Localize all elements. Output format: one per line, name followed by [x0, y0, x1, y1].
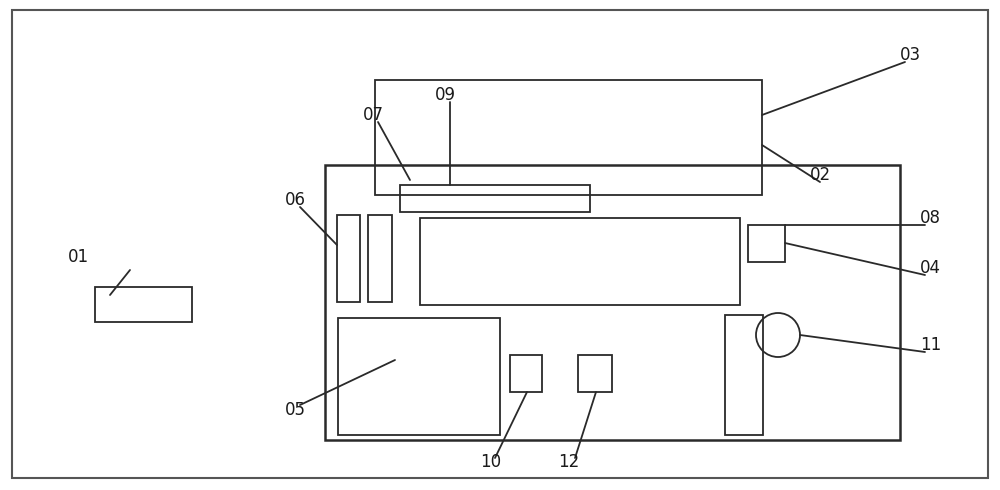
- Bar: [400, 185, 590, 212]
- Text: 05: 05: [285, 401, 306, 419]
- Bar: [420, 218, 740, 305]
- Text: 01: 01: [68, 248, 89, 266]
- Bar: [368, 215, 392, 302]
- Bar: [338, 318, 500, 435]
- Bar: [725, 315, 763, 435]
- Text: 08: 08: [920, 209, 941, 227]
- Bar: [748, 225, 785, 262]
- Bar: [375, 80, 762, 195]
- Text: 02: 02: [810, 166, 831, 184]
- Bar: [95, 287, 192, 322]
- Text: 07: 07: [363, 106, 384, 124]
- Bar: [337, 215, 360, 302]
- Bar: [578, 355, 612, 392]
- Text: 11: 11: [920, 336, 941, 354]
- Text: 09: 09: [435, 86, 456, 104]
- Text: 10: 10: [480, 453, 501, 471]
- Bar: [510, 355, 542, 392]
- Text: 03: 03: [900, 46, 921, 64]
- Bar: [325, 165, 900, 440]
- Text: 04: 04: [920, 259, 941, 277]
- Text: 12: 12: [558, 453, 579, 471]
- Text: 06: 06: [285, 191, 306, 209]
